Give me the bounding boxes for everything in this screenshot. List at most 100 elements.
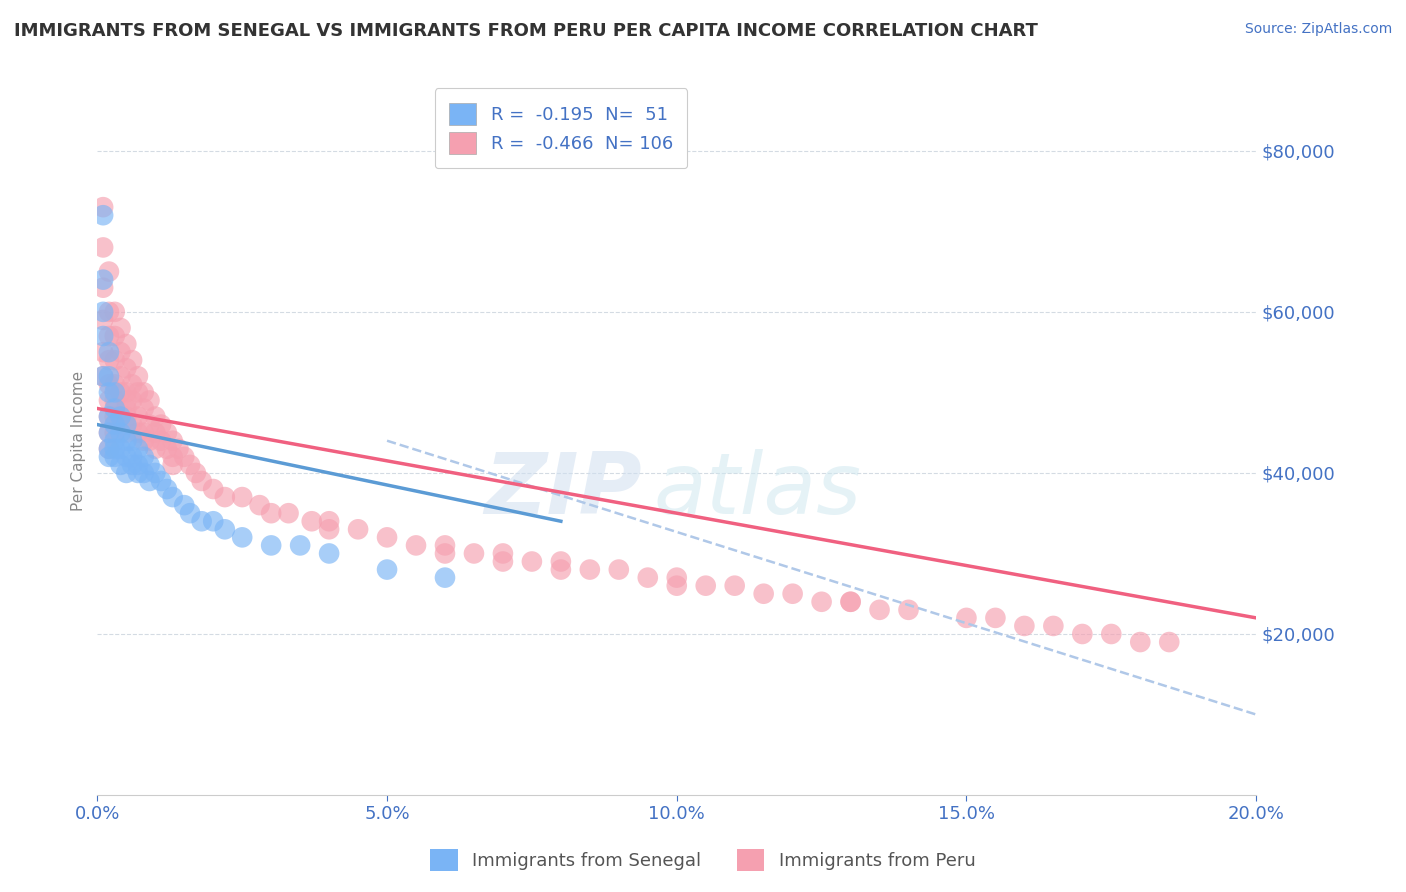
Point — [132, 434, 155, 448]
Point — [1071, 627, 1094, 641]
Point — [138, 474, 160, 488]
Point — [104, 329, 127, 343]
Point — [110, 425, 132, 440]
Point — [138, 434, 160, 448]
Point — [202, 514, 225, 528]
Point — [318, 546, 340, 560]
Point — [190, 514, 212, 528]
Point — [231, 490, 253, 504]
Text: Source: ZipAtlas.com: Source: ZipAtlas.com — [1244, 22, 1392, 37]
Point — [277, 506, 299, 520]
Legend: Immigrants from Senegal, Immigrants from Peru: Immigrants from Senegal, Immigrants from… — [423, 842, 983, 879]
Point — [724, 579, 747, 593]
Point — [288, 538, 311, 552]
Point — [214, 490, 236, 504]
Point — [104, 442, 127, 456]
Text: IMMIGRANTS FROM SENEGAL VS IMMIGRANTS FROM PERU PER CAPITA INCOME CORRELATION CH: IMMIGRANTS FROM SENEGAL VS IMMIGRANTS FR… — [14, 22, 1038, 40]
Point — [115, 409, 138, 424]
Point — [132, 450, 155, 464]
Point — [249, 498, 271, 512]
Point — [121, 417, 143, 432]
Point — [190, 474, 212, 488]
Point — [104, 377, 127, 392]
Point — [97, 393, 120, 408]
Point — [104, 393, 127, 408]
Point — [127, 409, 149, 424]
Point — [115, 417, 138, 432]
Point — [231, 530, 253, 544]
Point — [97, 369, 120, 384]
Point — [132, 385, 155, 400]
Point — [173, 450, 195, 464]
Point — [143, 425, 166, 440]
Point — [132, 425, 155, 440]
Point — [91, 305, 114, 319]
Point — [104, 417, 127, 432]
Point — [121, 450, 143, 464]
Point — [97, 305, 120, 319]
Point — [752, 587, 775, 601]
Point — [301, 514, 323, 528]
Point — [550, 563, 572, 577]
Point — [132, 466, 155, 480]
Point — [375, 530, 398, 544]
Point — [433, 546, 456, 560]
Point — [433, 538, 456, 552]
Point — [97, 425, 120, 440]
Point — [91, 313, 114, 327]
Point — [97, 353, 120, 368]
Point — [104, 305, 127, 319]
Point — [115, 393, 138, 408]
Point — [162, 434, 184, 448]
Point — [115, 401, 138, 416]
Point — [97, 442, 120, 456]
Point — [984, 611, 1007, 625]
Point — [897, 603, 920, 617]
Point — [179, 458, 201, 472]
Point — [167, 442, 190, 456]
Point — [839, 595, 862, 609]
Point — [104, 409, 127, 424]
Point — [97, 329, 120, 343]
Point — [91, 240, 114, 254]
Legend: R =  -0.195  N=  51, R =  -0.466  N= 106: R = -0.195 N= 51, R = -0.466 N= 106 — [434, 88, 688, 169]
Point — [91, 281, 114, 295]
Point — [121, 458, 143, 472]
Point — [1014, 619, 1036, 633]
Point — [433, 571, 456, 585]
Point — [260, 506, 283, 520]
Point — [97, 409, 120, 424]
Point — [97, 425, 120, 440]
Point — [607, 563, 630, 577]
Point — [138, 417, 160, 432]
Point — [810, 595, 832, 609]
Point — [127, 369, 149, 384]
Point — [127, 466, 149, 480]
Point — [579, 563, 602, 577]
Point — [104, 353, 127, 368]
Point — [97, 450, 120, 464]
Point — [839, 595, 862, 609]
Point — [156, 442, 179, 456]
Point — [156, 482, 179, 496]
Point — [143, 409, 166, 424]
Point — [104, 425, 127, 440]
Point — [318, 522, 340, 536]
Point — [97, 442, 120, 456]
Point — [162, 450, 184, 464]
Point — [115, 466, 138, 480]
Point — [138, 458, 160, 472]
Point — [127, 442, 149, 456]
Y-axis label: Per Capita Income: Per Capita Income — [72, 371, 86, 511]
Point — [695, 579, 717, 593]
Point — [110, 442, 132, 456]
Point — [179, 506, 201, 520]
Point — [97, 377, 120, 392]
Point — [637, 571, 659, 585]
Point — [104, 401, 127, 416]
Point — [115, 337, 138, 351]
Point — [162, 490, 184, 504]
Point — [91, 200, 114, 214]
Point — [110, 369, 132, 384]
Text: ZIP: ZIP — [484, 449, 643, 532]
